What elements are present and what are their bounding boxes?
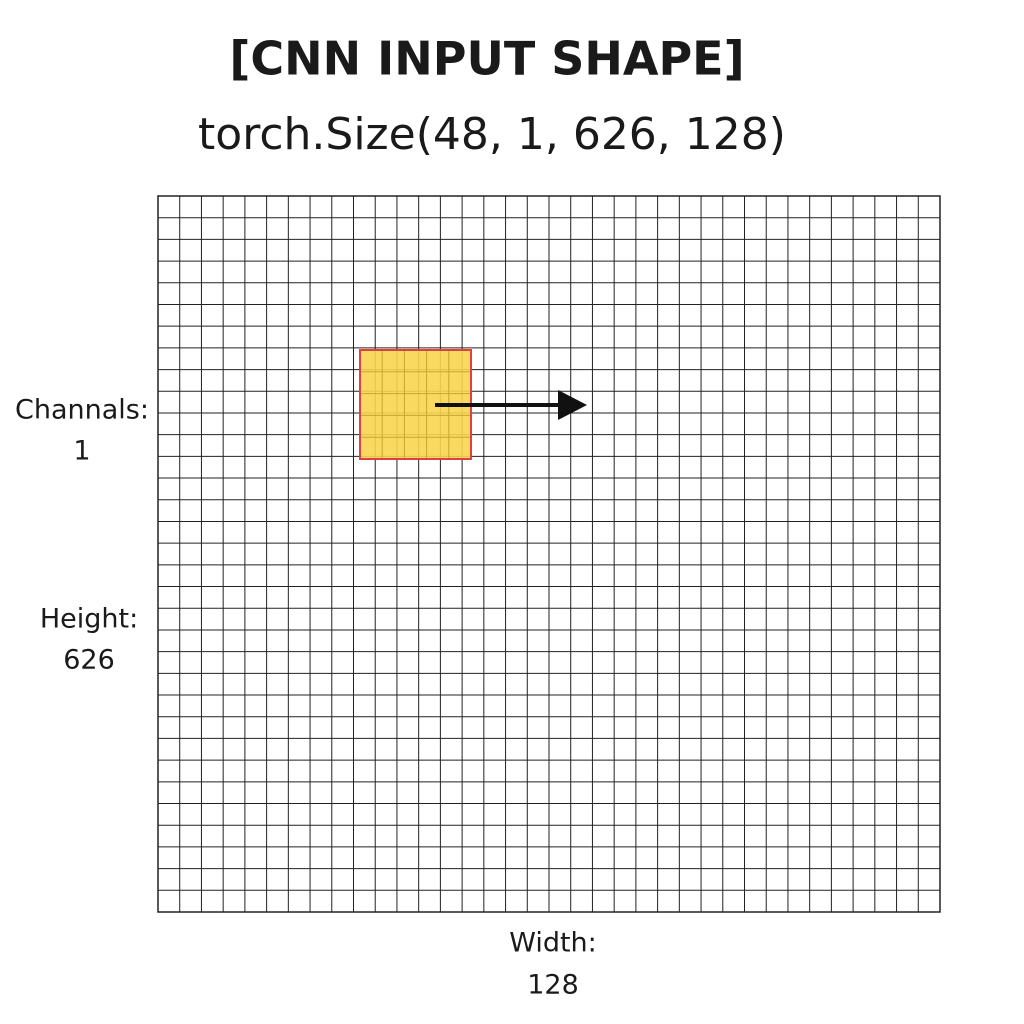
subtitle: torch.Size(48, 1, 626, 128) [198, 109, 786, 160]
width-value: 128 [527, 970, 579, 1001]
input-grid [158, 196, 940, 912]
width-label: Width: [509, 928, 597, 959]
channels-value: 1 [73, 436, 90, 467]
arrow-head [558, 390, 587, 420]
channels-label: Channals: [15, 395, 149, 426]
height-label: Height: [40, 604, 138, 635]
title: [CNN INPUT SHAPE] [229, 32, 744, 86]
height-value: 626 [63, 645, 115, 676]
grid-border [157, 195, 941, 913]
